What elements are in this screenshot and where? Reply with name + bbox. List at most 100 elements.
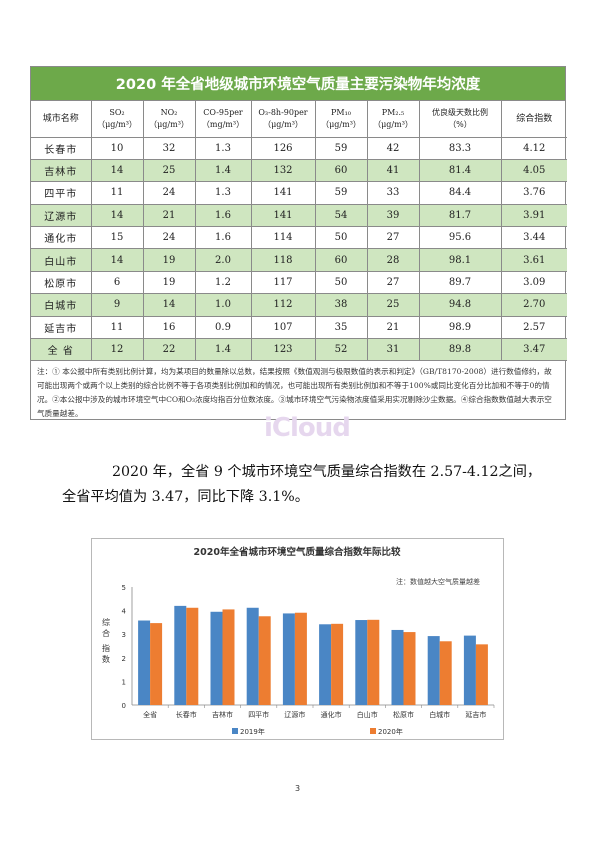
x-tick-label: 松原市 (393, 710, 414, 719)
value-cell: 2.70 (500, 293, 567, 317)
value-cell: 0.9 (194, 316, 251, 340)
table-row: 白城市 9 14 1.0 112 38 25 94.8 2.70 (31, 293, 567, 317)
value-cell: 25 (142, 159, 195, 183)
value-cell: 95.6 (418, 226, 501, 250)
y-tick-label: 2 (122, 655, 126, 663)
value-cell: 12 (90, 338, 143, 362)
value-cell: 9 (90, 293, 143, 317)
table-title: 2020 年全省地级城市环境空气质量主要污染物年均浓度 (31, 67, 565, 101)
value-cell: 21 (142, 204, 195, 228)
value-cell: 84.4 (418, 181, 501, 205)
value-cell: 141 (250, 204, 315, 228)
bar-2019年 (391, 629, 404, 705)
value-cell: 118 (250, 248, 315, 272)
value-cell: 1.4 (194, 338, 251, 362)
table-note: 注：① 本公报中所有类别比例计算，均为某项目的数量除以总数，结果按照《数值观测与… (37, 367, 552, 418)
value-cell: 4.12 (500, 137, 567, 160)
value-cell: 81.4 (418, 159, 501, 183)
table-row: 四平市 11 24 1.3 141 59 33 84.4 3.76 (31, 181, 567, 205)
value-cell: 33 (366, 181, 419, 205)
value-cell: 35 (314, 316, 367, 340)
value-cell: 27 (366, 271, 419, 295)
value-cell: 3.76 (500, 181, 567, 205)
table-header-row: 城市名称 SO₂ （μg/m³） NO₂ （μg/m³） CO-95per （mg/m… (31, 101, 567, 138)
bar-2019年 (282, 613, 295, 705)
index-comparison-chart: 2020年全省城市环境空气质量综合指数年际比较 注：数值越大空气质量越差综合指数 0… (91, 538, 504, 740)
value-cell: 42 (366, 137, 419, 160)
bar-2020年 (294, 612, 307, 705)
value-cell: 22 (142, 338, 195, 362)
value-cell: 112 (250, 293, 315, 317)
y-axis-label-char: 指 (102, 643, 110, 653)
bar-2019年 (463, 635, 476, 705)
y-tick-label: 3 (122, 631, 126, 639)
value-cell: 3.91 (500, 204, 567, 228)
bar-2020年 (222, 609, 235, 705)
value-cell: 11 (90, 181, 143, 205)
value-cell: 1.2 (194, 271, 251, 295)
header-cell: PM₂.₅ （μg/m³） (366, 101, 419, 138)
x-tick-label: 白山市 (357, 710, 378, 719)
city-name-cell: 辽源市 (31, 204, 91, 228)
table-row: 全 省 12 22 1.4 123 52 31 89.8 3.47 (31, 338, 567, 362)
pollutant-table: 城市名称 SO₂ （μg/m³） NO₂ （μg/m³） CO-95per （mg/m… (31, 101, 567, 362)
bar-2020年 (258, 616, 271, 705)
legend-swatch (370, 728, 376, 734)
bar-2020年 (403, 632, 416, 705)
value-cell: 32 (142, 137, 195, 160)
city-name-cell: 长春市 (31, 137, 91, 160)
y-axis-label-char: 数 (102, 654, 110, 664)
value-cell: 117 (250, 271, 315, 295)
bar-2020年 (150, 623, 163, 705)
value-cell: 14 (90, 204, 143, 228)
y-tick-label: 1 (122, 678, 126, 686)
x-tick-label: 辽源市 (284, 710, 305, 719)
summary-paragraph: 2020 年，全省 9 个城市环境空气质量综合指数在 2.57-4.12之间，全… (62, 464, 542, 505)
value-cell: 24 (142, 226, 195, 250)
value-cell: 6 (90, 271, 143, 295)
chart-annotation: 注：数值越大空气质量越差 (396, 577, 480, 586)
city-name-cell: 白山市 (31, 248, 91, 272)
x-tick-label: 通化市 (321, 710, 342, 719)
value-cell: 114 (250, 226, 315, 250)
value-cell: 3.61 (500, 248, 567, 272)
value-cell: 141 (250, 181, 315, 205)
value-cell: 39 (366, 204, 419, 228)
value-cell: 1.4 (194, 159, 251, 183)
bar-2019年 (138, 620, 151, 705)
value-cell: 19 (142, 248, 195, 272)
legend-label: 2020年 (378, 727, 403, 736)
city-name-cell: 松原市 (31, 271, 91, 295)
table-row: 吉林市 14 25 1.4 132 60 41 81.4 4.05 (31, 159, 567, 183)
value-cell: 28 (366, 248, 419, 272)
header-cell: 综合指数 (500, 101, 567, 138)
bar-2019年 (210, 611, 223, 705)
value-cell: 11 (90, 316, 143, 340)
chart-title: 2020年全省城市环境空气质量综合指数年际比较 (194, 546, 401, 558)
value-cell: 41 (366, 159, 419, 183)
value-cell: 60 (314, 248, 367, 272)
value-cell: 25 (366, 293, 419, 317)
city-name-cell: 四平市 (31, 181, 91, 205)
value-cell: 123 (250, 338, 315, 362)
value-cell: 107 (250, 316, 315, 340)
table-row: 延吉市 11 16 0.9 107 35 21 98.9 2.57 (31, 316, 567, 340)
header-cell: 城市名称 (31, 101, 91, 138)
value-cell: 83.3 (418, 137, 501, 160)
value-cell: 14 (90, 248, 143, 272)
value-cell: 50 (314, 271, 367, 295)
y-axis-label-char: 综 (102, 617, 110, 627)
value-cell: 3.47 (500, 338, 567, 362)
value-cell: 89.7 (418, 271, 501, 295)
bar-2019年 (174, 605, 187, 705)
value-cell: 14 (142, 293, 195, 317)
value-cell: 50 (314, 226, 367, 250)
value-cell: 52 (314, 338, 367, 362)
value-cell: 27 (366, 226, 419, 250)
value-cell: 21 (366, 316, 419, 340)
bar-2019年 (355, 620, 368, 705)
x-tick-label: 吉林市 (212, 710, 233, 719)
legend-swatch (232, 728, 238, 734)
bar-2019年 (427, 636, 440, 705)
